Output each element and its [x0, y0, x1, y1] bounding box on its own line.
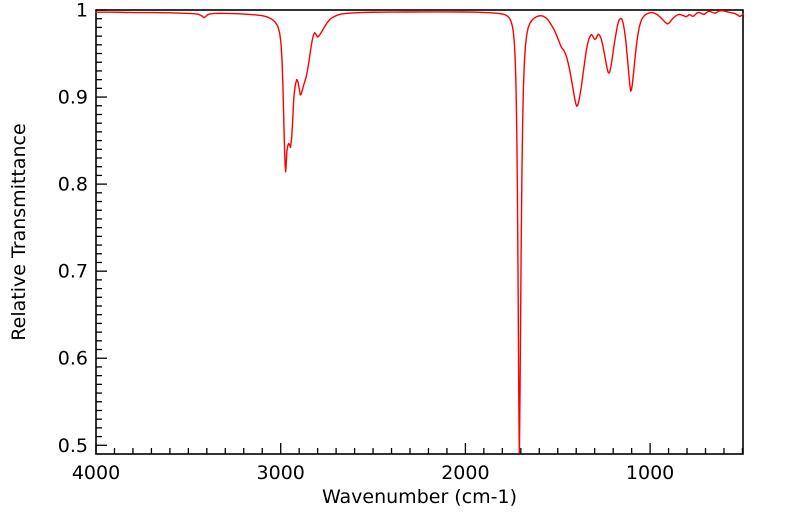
x-axis-label: Wavenumber (cm-1)	[322, 486, 517, 508]
x-tick-label: 4000	[72, 462, 120, 484]
y-tick-label: 0.8	[58, 174, 88, 196]
y-tick-label: 0.6	[58, 348, 88, 370]
y-tick-label: 0.5	[58, 435, 88, 457]
y-tick-label: 0.9	[58, 87, 88, 109]
y-tick-label: 0.7	[58, 261, 88, 283]
x-tick-label: 2000	[441, 462, 489, 484]
plot-frame	[95, 9, 744, 455]
tick-labels: 4000 3000 2000 1000 1 0.9 0.8 0.7 0.6 0.5	[58, 0, 674, 484]
x-tick-label: 3000	[257, 462, 305, 484]
y-tick-label: 1	[76, 0, 88, 22]
minor-ticks	[96, 18, 744, 454]
x-tick-label: 1000	[626, 462, 674, 484]
y-axis-label: Relative Transmittance	[8, 123, 30, 340]
spectrum-line	[95, 10, 744, 454]
